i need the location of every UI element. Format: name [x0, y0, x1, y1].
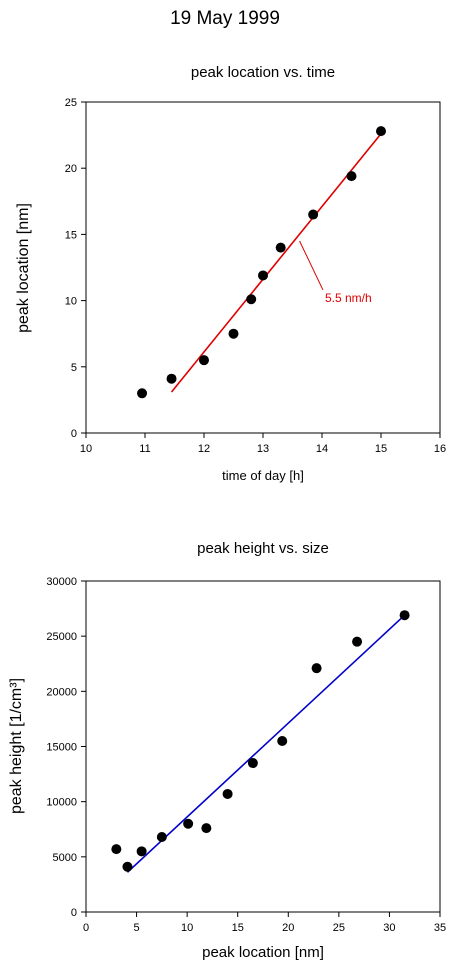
data-points — [137, 126, 386, 399]
y-tick-label: 10 — [65, 296, 77, 308]
y-tick-label: 30000 — [46, 576, 77, 588]
y-tick-label: 15000 — [46, 742, 77, 754]
data-point — [247, 758, 258, 769]
x-tick-label: 12 — [198, 443, 210, 455]
data-point — [156, 831, 167, 842]
data-point — [111, 844, 122, 855]
chart-title: peak location vs. time — [191, 64, 335, 81]
x-tick-label: 5 — [134, 922, 140, 934]
x-tick-label: 25 — [333, 922, 345, 934]
y-tick-label: 15 — [65, 229, 77, 241]
y-tick-label: 5 — [71, 362, 77, 374]
fit-line-segment — [170, 133, 382, 393]
x-tick-label: 14 — [316, 443, 328, 455]
data-point — [222, 788, 233, 799]
y-tick-label: 25000 — [46, 631, 77, 643]
plot-frame — [85, 101, 441, 434]
data-point — [376, 126, 386, 137]
data-point — [136, 846, 147, 857]
annotation: 5.5 nm/h — [299, 240, 372, 305]
annotation-pointer — [299, 240, 324, 291]
data-point — [352, 636, 363, 647]
x-axis-label: peak location [nm] — [202, 944, 324, 961]
y-tick-label: 0 — [71, 428, 77, 440]
annotation-label: 5.5 nm/h — [325, 291, 372, 305]
y-tick-label: 25 — [65, 97, 77, 109]
data-point — [137, 388, 148, 399]
y-axis-label: peak location [nm] — [15, 203, 32, 333]
y-tick-label: 20 — [65, 163, 77, 175]
chart-peak-location-vs-time: peak location vs. time 10 11 12 13 14 15 16051… — [15, 64, 446, 483]
data-point — [277, 735, 288, 746]
y-tick-label: 0 — [71, 907, 77, 919]
fit-line-segment — [126, 614, 406, 873]
data-points — [111, 610, 410, 872]
axes — [85, 101, 441, 434]
data-point — [275, 242, 286, 253]
y-axis-label: peak height [1/cm³] — [8, 678, 25, 814]
x-tick-label: 20 — [282, 922, 294, 934]
x-tick-label: 13 — [257, 443, 269, 455]
data-point — [246, 294, 257, 305]
data-point — [258, 270, 268, 281]
x-tick-label: 0 — [83, 922, 89, 934]
ticks: 10 11 12 13 14 15 16 0 5 10 15 20 25 — [65, 97, 446, 455]
x-tick-label: 16 — [434, 443, 446, 455]
data-point — [308, 209, 319, 220]
data-point — [399, 610, 410, 621]
data-point — [166, 373, 177, 384]
fit-line — [170, 133, 382, 393]
chart-title: peak height vs. size — [197, 540, 329, 557]
x-tick-label: 10 — [80, 443, 92, 455]
x-tick-label: 35 — [434, 922, 446, 934]
data-point — [183, 818, 194, 829]
x-tick-label: 11 — [139, 443, 150, 455]
y-tick-label: 20000 — [46, 686, 77, 698]
x-tick-label: 10 — [181, 922, 193, 934]
data-point — [122, 861, 133, 872]
data-point — [311, 663, 322, 674]
ticks: 0 5 10 15 20 25 30 35 0 5000 10000 15000 20000 25000 3… — [46, 576, 446, 934]
data-point — [228, 328, 239, 339]
data-point — [199, 355, 209, 366]
y-tick-label: 5000 — [53, 852, 77, 864]
y-tick-label: 10000 — [46, 797, 77, 809]
x-tick-label: 15 — [375, 443, 387, 455]
x-tick-label: 30 — [383, 922, 395, 934]
chart-peak-height-vs-size: peak height vs. size 0 5 10 15 20 25 30 35 0 5000… — [8, 540, 446, 961]
x-tick-label: 15 — [232, 922, 244, 934]
data-point — [346, 171, 357, 182]
fit-line — [126, 614, 406, 873]
x-axis-label: time of day [h] — [222, 468, 304, 483]
page-title: 19 May 1999 — [170, 8, 280, 29]
data-point — [201, 823, 212, 834]
